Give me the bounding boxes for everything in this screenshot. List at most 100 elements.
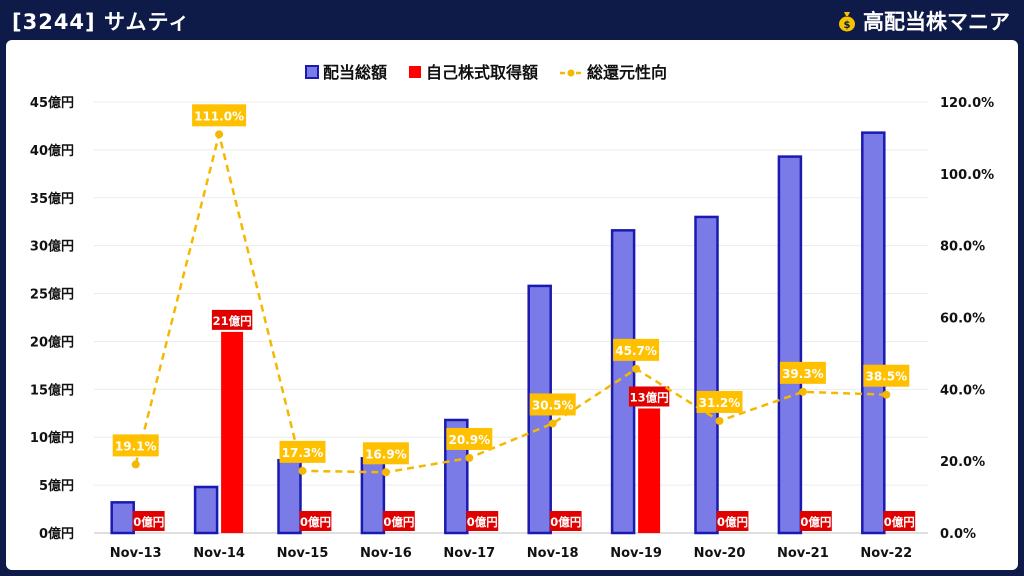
y-left-tick-label: 0億円 [39, 526, 74, 542]
ratio-label-box [362, 442, 409, 465]
y-left-tick-label: 25億円 [30, 287, 74, 303]
ratio-data-label: 17.3% [282, 446, 324, 460]
ratio-point [882, 390, 891, 399]
buyback-label-box [299, 511, 332, 531]
ratio-data-label: 45.7% [615, 344, 657, 358]
y-left-tick-label: 40億円 [30, 143, 74, 159]
ratio-point [298, 466, 307, 475]
buyback-data-label: 0億円 [300, 515, 331, 529]
buyback-data-label: 0億円 [550, 515, 581, 529]
ratio-data-label: 19.1% [115, 439, 157, 453]
x-tick-label: Nov-19 [610, 546, 662, 561]
buyback-data-label: 13億円 [630, 390, 669, 404]
legend-label-dividend: 配当総額 [323, 63, 387, 82]
dividend-bar [861, 131, 886, 535]
buyback-data-label: 0億円 [800, 515, 831, 529]
buyback-label-box [883, 511, 916, 531]
buyback-data-label: 21億円 [213, 314, 252, 328]
ratio-point [632, 364, 641, 373]
ratio-label-box [613, 338, 660, 361]
combo-chart: 0億円 5億円 10億円 15億円 20億円 25億円 30億円 35億円 40億円 45億円 0.… [30, 63, 994, 561]
ratio-label-box [863, 364, 910, 387]
money-bag-icon: $ [839, 12, 855, 32]
x-tick-label: Nov-20 [694, 546, 746, 561]
ratio-data-label: 20.9% [448, 433, 490, 447]
buyback-bar [638, 408, 661, 533]
buyback-label-box [549, 511, 582, 531]
ratio-label-box [779, 361, 826, 384]
ratio-label-box [279, 440, 326, 463]
ratio-data-label: 16.9% [365, 447, 407, 461]
ratio-point [465, 453, 474, 462]
y-left-tick-label: 5億円 [39, 478, 74, 494]
svg-text:$: $ [844, 20, 851, 31]
buyback-data-label: 0億円 [133, 515, 164, 529]
y-right-tick-label: 40.0% [940, 383, 985, 398]
y-left-tick-label: 35億円 [30, 191, 74, 207]
dividend-bar [360, 457, 386, 535]
y-right-tick-label: 20.0% [940, 455, 985, 470]
buyback-data-label: 0億円 [717, 515, 748, 529]
buyback-label-box [383, 511, 415, 531]
buyback-label-box [628, 386, 670, 407]
page-title: [3244] サムティ [12, 10, 191, 34]
ratio-label-box [446, 427, 493, 450]
buyback-data-label: 0億円 [467, 515, 498, 529]
dividend-bar [110, 501, 135, 535]
ratio-point [548, 419, 557, 428]
x-tick-label: Nov-15 [277, 546, 329, 561]
x-tick-label: Nov-13 [110, 546, 162, 561]
buyback-label-box [716, 511, 749, 531]
y-right-tick-label: 120.0% [940, 96, 994, 111]
ratio-data-label: 31.2% [699, 396, 741, 410]
x-tick-label: Nov-18 [527, 546, 579, 561]
header-bar: [3244] サムティ $ 高配当株マニア [0, 0, 1024, 40]
y-right-tick-label: 0.0% [940, 527, 976, 542]
ratio-line [134, 134, 887, 474]
dividend-bar [277, 458, 302, 535]
ratio-point [715, 416, 724, 425]
buyback-label-box [466, 511, 499, 531]
dividend-bar [193, 485, 219, 535]
brand-logo: $ 高配当株マニア [837, 6, 1010, 36]
y-right-tick-label: 80.0% [940, 240, 985, 255]
buyback-bar [221, 331, 244, 533]
brand-name: 高配当株マニア [863, 10, 1010, 34]
y-left-tick-label: 20億円 [30, 334, 74, 350]
x-tick-label: Nov-16 [360, 546, 412, 561]
y-left-tick-label: 15億円 [30, 382, 74, 398]
ratio-label-box [529, 393, 576, 416]
y-right-tick-label: 100.0% [940, 168, 994, 183]
buyback-label-box [132, 511, 165, 531]
ratio-data-label: 38.5% [865, 370, 907, 384]
x-tick-label: Nov-14 [193, 546, 245, 561]
legend-marker-ratio [567, 69, 575, 77]
x-tick-label: Nov-21 [777, 546, 829, 561]
y-left-tick-label: 45億円 [30, 95, 74, 111]
legend-swatch-dividend [305, 65, 319, 79]
dividend-bar [610, 229, 636, 535]
y-left-tick-label: 30億円 [30, 239, 74, 255]
ratio-point [798, 387, 807, 396]
legend-label-ratio: 総還元性向 [587, 63, 667, 82]
y-left-tick-label: 10億円 [30, 430, 74, 446]
ratio-point [381, 468, 390, 477]
ratio-data-label: 30.5% [532, 398, 574, 412]
buyback-label-box [211, 309, 253, 330]
dividend-bar [777, 155, 803, 535]
dividend-bar [694, 215, 719, 535]
buyback-data-label: 0億円 [383, 515, 414, 529]
ratio-label-box [192, 104, 247, 127]
buyback-label-box [800, 511, 832, 531]
ratio-point [215, 130, 224, 139]
x-tick-label: Nov-17 [443, 546, 495, 561]
legend-swatch-buyback [409, 66, 421, 78]
ratio-data-label: 111.0% [194, 109, 244, 123]
ratio-label-box [112, 434, 159, 457]
ratio-data-label: 39.3% [782, 367, 824, 381]
ratio-point [131, 460, 140, 469]
y-right-tick-label: 60.0% [940, 312, 985, 327]
x-tick-label: Nov-22 [860, 546, 912, 561]
ratio-label-box [696, 390, 743, 413]
